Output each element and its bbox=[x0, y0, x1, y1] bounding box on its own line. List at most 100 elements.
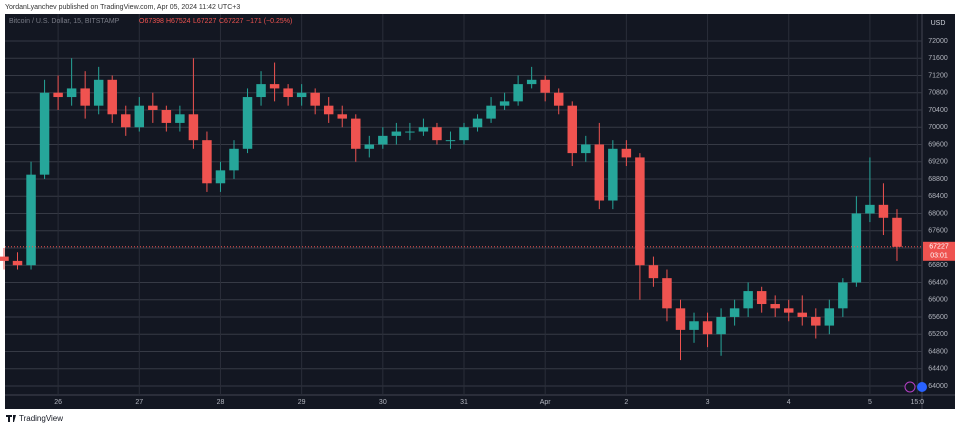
candle-body bbox=[662, 278, 672, 309]
candle-body bbox=[581, 144, 591, 154]
candle-body bbox=[418, 127, 429, 132]
x-tick-label: 26 bbox=[54, 399, 62, 406]
y-tick-label: 71200 bbox=[928, 72, 948, 79]
candle-body bbox=[405, 131, 415, 133]
candle-body bbox=[432, 127, 442, 141]
candle-body bbox=[526, 79, 537, 85]
candle-body bbox=[351, 118, 361, 149]
legend-close: C67227 bbox=[219, 18, 244, 25]
candle-body bbox=[729, 308, 740, 317]
x-tick-label: 28 bbox=[217, 399, 225, 406]
legend-high: H67524 bbox=[166, 18, 191, 25]
countdown-label: 03:01 bbox=[930, 253, 948, 260]
currency-label: USD bbox=[931, 20, 946, 27]
candle-body bbox=[107, 79, 117, 115]
bottom-icons bbox=[904, 381, 927, 393]
candle-body bbox=[391, 131, 402, 136]
y-tick-label: 69600 bbox=[928, 141, 948, 148]
y-tick-label: 70800 bbox=[928, 90, 948, 97]
candle-body bbox=[269, 84, 280, 89]
legend-open: O67398 bbox=[139, 18, 164, 25]
x-tick-label: 3 bbox=[706, 399, 710, 406]
candle-body bbox=[121, 114, 131, 128]
chart-panel bbox=[5, 14, 955, 409]
candle-body bbox=[648, 265, 659, 279]
y-tick-label: 68000 bbox=[928, 210, 948, 217]
candle-body bbox=[310, 92, 320, 106]
candle-body bbox=[499, 101, 510, 106]
alert-icon[interactable] bbox=[904, 381, 916, 393]
plot bbox=[0, 14, 922, 395]
x-tick-label: 2 bbox=[624, 399, 628, 406]
x-tick-label: Apr bbox=[540, 399, 552, 406]
candle-body bbox=[364, 144, 375, 149]
candle-body bbox=[797, 312, 807, 317]
y-tick-label: 69200 bbox=[928, 159, 948, 166]
avatar-icon[interactable] bbox=[917, 382, 927, 392]
candle-body bbox=[689, 321, 699, 330]
candle-body bbox=[229, 148, 239, 171]
y-tick-label: 66000 bbox=[928, 297, 948, 304]
legend: Bitcoin / U.S. Dollar, 15, BITSTAMP O673… bbox=[9, 18, 292, 25]
x-tick-label: 15:0 bbox=[910, 399, 924, 406]
candle-body bbox=[215, 170, 226, 184]
x-tick-label: 30 bbox=[379, 399, 387, 406]
candle-body bbox=[513, 84, 523, 102]
candle-body bbox=[865, 204, 875, 214]
y-tick-label: 67600 bbox=[928, 228, 948, 235]
x-tick-label: 27 bbox=[135, 399, 143, 406]
tv-logo bbox=[6, 415, 16, 422]
candle-body bbox=[567, 105, 577, 154]
last-price-badge bbox=[923, 241, 955, 261]
candle-body bbox=[323, 105, 334, 115]
candle-body bbox=[161, 109, 172, 123]
candle-body bbox=[743, 291, 753, 309]
candle-body bbox=[175, 114, 185, 123]
candle-body bbox=[445, 140, 456, 142]
x-tick-label: 5 bbox=[868, 399, 872, 406]
candle-body bbox=[472, 118, 483, 128]
candle-body bbox=[93, 79, 104, 106]
y-tick-label: 71600 bbox=[928, 55, 948, 62]
candle-body bbox=[675, 308, 686, 330]
candle-body bbox=[594, 144, 605, 201]
x-tick-label: 4 bbox=[787, 399, 791, 406]
candle-body bbox=[824, 308, 835, 326]
y-tick-label: 72000 bbox=[928, 38, 948, 45]
candle-body bbox=[851, 213, 862, 283]
y-tick-label: 70000 bbox=[928, 124, 948, 131]
candle-body bbox=[553, 92, 564, 106]
candle-body bbox=[66, 88, 77, 98]
candle-body bbox=[756, 291, 767, 305]
y-tick-label: 68800 bbox=[928, 176, 948, 183]
candle-body bbox=[188, 114, 199, 141]
candle-body bbox=[148, 105, 158, 110]
candle-body bbox=[621, 148, 632, 158]
legend-symbol: Bitcoin / U.S. Dollar, 15, BITSTAMP bbox=[9, 18, 120, 25]
y-tick-label: 68400 bbox=[928, 193, 948, 200]
y-tick-label: 65600 bbox=[928, 314, 948, 321]
candle-body bbox=[283, 88, 293, 98]
candle-body bbox=[770, 304, 780, 309]
y-tick-label: 64400 bbox=[928, 366, 948, 373]
candle-body bbox=[53, 92, 63, 98]
candle-body bbox=[202, 140, 212, 184]
legend-low: L67227 bbox=[193, 18, 216, 25]
y-tick-label: 66400 bbox=[928, 279, 948, 286]
candle-body bbox=[459, 127, 469, 141]
candle-body bbox=[540, 79, 550, 93]
candle-body bbox=[892, 217, 902, 247]
candle-body bbox=[878, 204, 889, 218]
candle-body bbox=[256, 84, 266, 98]
candle-body bbox=[337, 114, 347, 119]
candle-body bbox=[811, 316, 821, 326]
candle-body bbox=[378, 135, 388, 145]
candle-body bbox=[80, 88, 90, 106]
y-tick-label: 66800 bbox=[928, 262, 948, 269]
candle-body bbox=[716, 316, 726, 335]
candle-body bbox=[39, 92, 50, 175]
y-tick-label: 65200 bbox=[928, 331, 948, 338]
candle-body bbox=[608, 148, 618, 201]
candle-body bbox=[0, 256, 9, 261]
